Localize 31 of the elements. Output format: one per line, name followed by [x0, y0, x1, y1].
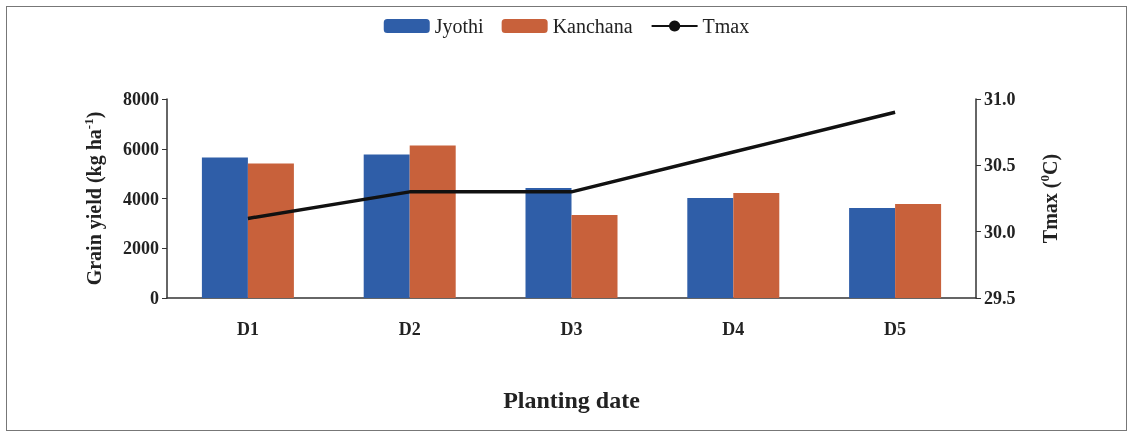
- y-tick-label: 8000: [123, 89, 159, 109]
- bar: [363, 154, 410, 298]
- x-tick-label: D4: [722, 319, 745, 339]
- line-series: [246, 110, 897, 221]
- x-tick-label: D5: [884, 319, 907, 339]
- y-axis-title: Grain yield (kg ha-1): [81, 111, 106, 286]
- y2-tick-label: 29.5: [984, 288, 1016, 308]
- y2-tick-label: 30.5: [984, 155, 1016, 176]
- bar: [571, 214, 618, 298]
- bar: [895, 203, 942, 298]
- x-tick-label: D1: [236, 319, 259, 339]
- x-tick-label: D2: [398, 319, 421, 339]
- bar: [733, 193, 780, 298]
- y-tick-label: 0: [150, 288, 159, 308]
- bar: [687, 198, 734, 298]
- x-axis-title: Planting date: [503, 387, 641, 413]
- bar: [409, 145, 456, 298]
- y-tick-label: 2000: [123, 238, 159, 259]
- y2-axis-title: Tmax (0C): [1037, 153, 1062, 244]
- bar: [525, 188, 572, 298]
- y-tick-label: 4000: [123, 188, 159, 209]
- y-tick-label: 6000: [123, 138, 159, 159]
- bar: [201, 157, 248, 298]
- y2-tick-label: 31.0: [984, 89, 1016, 109]
- legend-label: Kanchana: [552, 15, 633, 37]
- legend-label: Jyothi: [434, 15, 485, 38]
- y2-tick-label: 30.0: [984, 221, 1016, 242]
- legend-label: Tmax: [702, 15, 750, 37]
- x-tick-label: D3: [560, 319, 583, 339]
- bar: [849, 207, 896, 298]
- bar: [247, 163, 294, 298]
